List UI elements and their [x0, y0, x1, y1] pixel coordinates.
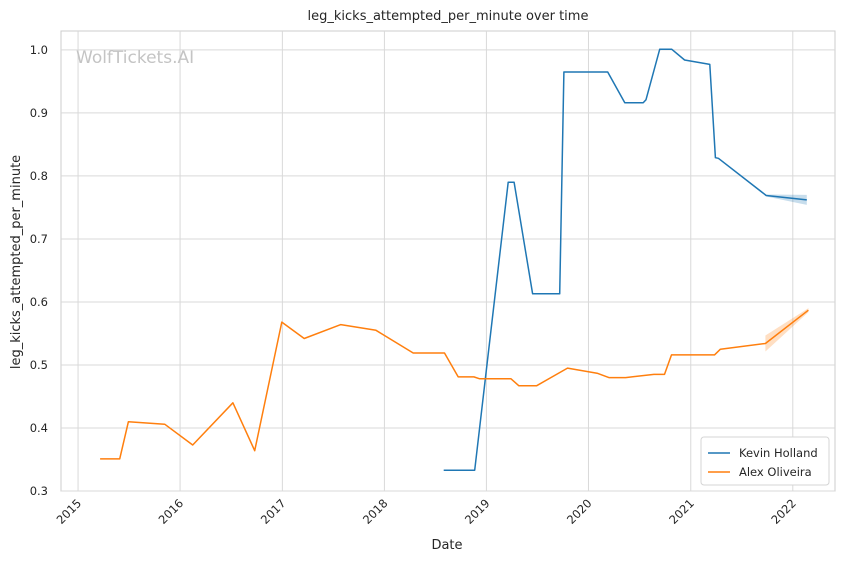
y-axis-ticks: 0.3 0.4 0.5 0.6 0.7 0.8 0.9 1.0 — [30, 43, 48, 498]
x-tick-label: 2016 — [156, 496, 187, 527]
y-tick-label: 0.7 — [30, 232, 48, 246]
x-tick-label: 2015 — [54, 496, 85, 527]
series-line-kevin-holland — [443, 48, 807, 471]
x-tick-label: 2020 — [564, 496, 595, 527]
series-line-alex-oliveira — [100, 309, 809, 460]
y-tick-label: 0.3 — [30, 484, 48, 498]
y-axis-label: leg_kicks_attempted_per_minute — [9, 155, 24, 369]
y-tick-label: 0.6 — [30, 295, 48, 309]
x-tick-label: 2021 — [666, 496, 697, 527]
x-axis-ticks: 2015 2016 2017 2018 2019 2020 2021 2022 — [54, 496, 799, 527]
y-tick-label: 1.0 — [30, 43, 48, 57]
x-tick-label: 2018 — [360, 496, 391, 527]
legend-label-kevin-holland: Kevin Holland — [739, 446, 818, 460]
y-tick-label: 0.9 — [30, 106, 48, 120]
watermark: WolfTickets.AI — [76, 48, 195, 68]
x-tick-label: 2019 — [462, 496, 493, 527]
plot-area — [60, 30, 836, 492]
y-tick-label: 0.8 — [30, 169, 48, 183]
x-tick-label: 2022 — [768, 496, 799, 527]
y-tick-label: 0.5 — [30, 358, 48, 372]
legend: Kevin Holland Alex Oliveira — [700, 436, 830, 486]
x-tick-label: 2017 — [258, 496, 289, 527]
legend-label-alex-oliveira: Alex Oliveira — [739, 465, 812, 479]
legend-box — [700, 436, 830, 486]
grid-lines — [61, 31, 835, 492]
series-lines — [100, 48, 809, 471]
x-axis-label: Date — [431, 538, 462, 553]
y-tick-label: 0.4 — [30, 421, 48, 435]
chart-title: leg_kicks_attempted_per_minute over time — [308, 9, 589, 24]
